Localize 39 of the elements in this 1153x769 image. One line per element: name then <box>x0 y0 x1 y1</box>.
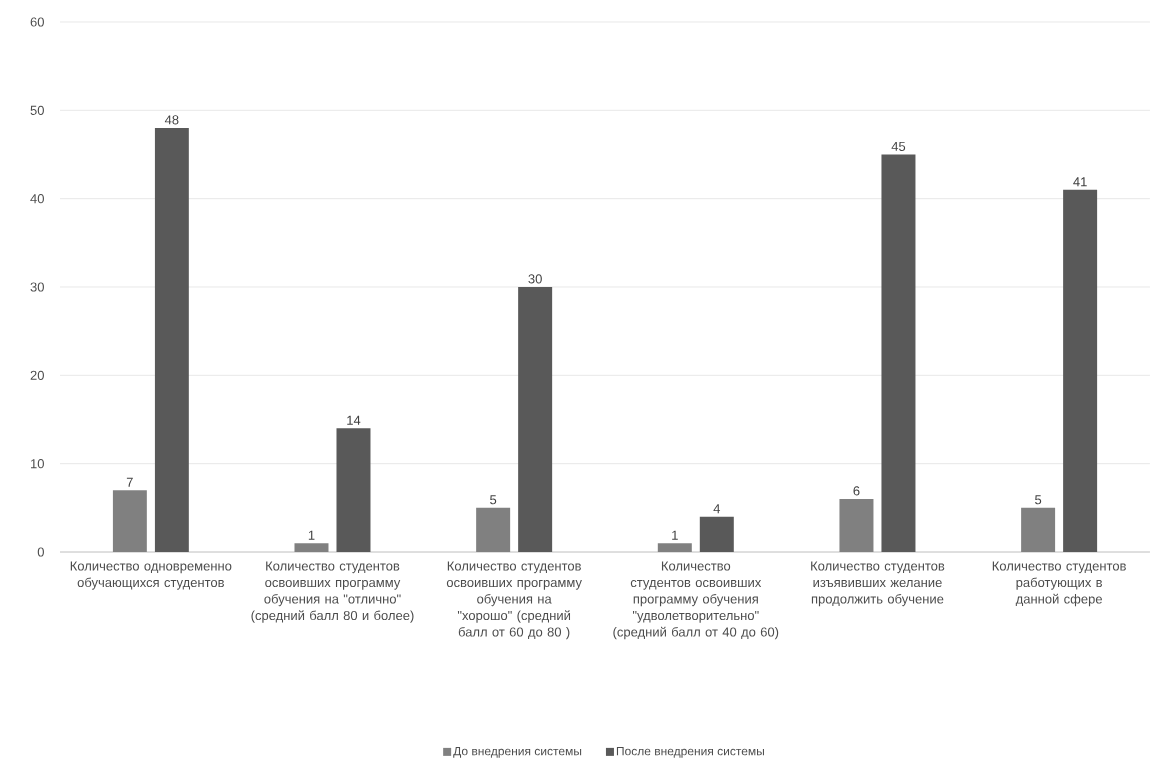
x-tick-label: Количество одновременно обучающихся студентов <box>70 561 232 590</box>
bar <box>518 287 553 552</box>
bar <box>476 507 511 552</box>
data-label: 6 <box>853 486 860 496</box>
bar <box>657 543 692 552</box>
bar <box>881 154 916 552</box>
x-tick-label: Количество студентов изъявивших желание продолжить обучение <box>811 561 945 607</box>
data-label: 30 <box>528 274 542 284</box>
bar <box>699 516 734 552</box>
data-label: 1 <box>308 530 315 540</box>
x-tick-label: Количество студентов работующих в данной сфере <box>992 561 1126 607</box>
y-tick-label: 0 <box>37 547 44 557</box>
legend-label: После внедрения системы <box>616 747 764 758</box>
x-tick-label: Количество студентов освоивших программу обучения на "хорошо" (средний балл от 60 до 80 ) <box>446 561 582 640</box>
y-tick-label: 10 <box>31 459 44 469</box>
data-label: 1 <box>672 530 678 540</box>
x-tick-label: Количество студентов освоивших программу обучения на "отлично" (средний балл 80 и более) <box>251 561 414 623</box>
data-label: 45 <box>891 141 906 151</box>
data-label: 14 <box>347 415 361 425</box>
y-tick-label: 60 <box>30 17 44 27</box>
bar <box>154 128 189 552</box>
bar <box>294 543 329 552</box>
legend-label: До внедрения системы <box>453 747 582 758</box>
y-tick-label: 40 <box>30 194 44 204</box>
bar <box>839 499 874 552</box>
data-label: 4 <box>713 504 721 514</box>
bar <box>112 490 147 552</box>
data-label: 48 <box>164 115 179 125</box>
y-tick-label: 30 <box>30 282 44 292</box>
data-label: 7 <box>126 477 133 487</box>
data-label: 41 <box>1073 177 1087 187</box>
x-tick-label: Количество студентов освоивших программу обучения "удволетворительно" (средний балл от 40 до 60) <box>613 561 779 640</box>
data-label: 5 <box>490 495 497 505</box>
data-label: 5 <box>1035 495 1042 505</box>
bar <box>1063 189 1098 552</box>
bar <box>1021 507 1056 552</box>
y-tick-label: 50 <box>30 105 44 115</box>
bar <box>336 428 371 552</box>
y-tick-label: 20 <box>30 370 44 380</box>
